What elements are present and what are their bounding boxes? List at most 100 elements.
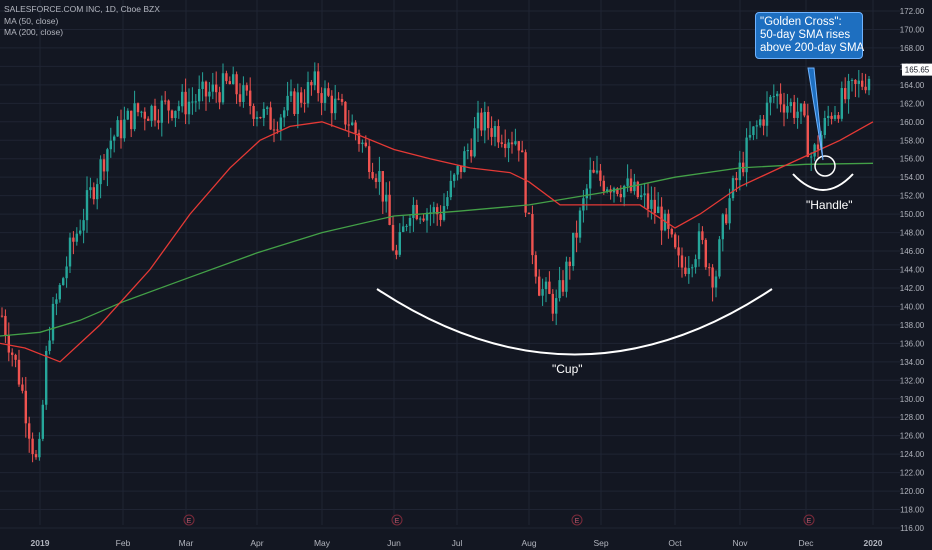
earnings-marker: [391, 514, 403, 526]
candle-body: [840, 88, 843, 119]
candle-body: [827, 115, 830, 119]
candle-body: [463, 151, 466, 173]
candle-body: [446, 197, 449, 207]
x-tick-label: 2019: [31, 538, 50, 548]
candle-body: [259, 117, 262, 119]
price-tick-label: 164.00: [900, 81, 925, 90]
candle-body: [833, 115, 837, 119]
candle-body: [198, 89, 201, 102]
golden-cross-circle: [814, 155, 836, 177]
price-tick-label: 146.00: [900, 247, 925, 256]
earnings-marker: [803, 514, 815, 526]
candle-body: [487, 112, 490, 129]
candle-body: [735, 178, 738, 181]
price-tick-label: 170.00: [900, 25, 925, 34]
candle-body: [765, 102, 769, 126]
price-tick-label: 140.00: [900, 302, 925, 311]
candle-body: [62, 278, 65, 286]
candle-body: [680, 255, 684, 268]
price-tick-label: 152.00: [900, 192, 925, 201]
candle-body: [106, 149, 109, 172]
candle-body: [531, 213, 534, 256]
candle-body: [55, 299, 58, 304]
earnings-label: E: [807, 518, 812, 525]
candle-body: [167, 100, 170, 111]
handle-label: "Handle": [806, 198, 853, 212]
candle-body: [646, 193, 650, 209]
ma200-line: [0, 162, 874, 337]
candle-body: [623, 185, 626, 198]
candle-body: [72, 237, 75, 242]
candle-body: [415, 204, 418, 220]
handle-arc: [792, 173, 854, 191]
candle-body: [606, 189, 609, 192]
price-tick-label: 134.00: [900, 358, 925, 367]
candle-body: [521, 150, 524, 153]
ma50-legend: MA (50, close): [4, 16, 59, 26]
candle-body: [599, 170, 602, 181]
candle-body: [527, 212, 531, 214]
candle-body: [453, 174, 456, 181]
candle-body: [738, 162, 741, 181]
candle-body: [731, 178, 735, 199]
x-tick-label: Jul: [452, 538, 463, 548]
candle-body: [395, 250, 398, 255]
candle-body: [45, 350, 48, 405]
candle-body: [14, 354, 17, 360]
price-tick-label: 150.00: [900, 210, 925, 219]
candle-body: [772, 96, 775, 98]
candle-body: [334, 98, 337, 114]
candle-body: [296, 92, 299, 114]
candle-body: [17, 359, 21, 385]
candle-body: [242, 85, 245, 102]
candle-body: [38, 438, 41, 458]
ma50-line: [0, 121, 874, 363]
candle-body: [147, 118, 150, 121]
candle-body: [572, 232, 575, 267]
candle-body: [470, 150, 473, 157]
candle-body: [283, 110, 286, 118]
candle-body: [58, 285, 61, 300]
candle-body: [225, 73, 228, 82]
candle-body: [113, 136, 116, 141]
price-tick-label: 144.00: [900, 266, 925, 275]
candle-body: [439, 214, 442, 220]
candle-body: [473, 128, 476, 157]
candle-body: [194, 101, 197, 103]
price-tick-label: 118.00: [900, 506, 924, 515]
candle-body: [157, 120, 160, 123]
candle-body: [228, 81, 231, 85]
candle-body: [96, 184, 99, 200]
candle-body: [136, 103, 140, 113]
candle-body: [368, 146, 371, 173]
candle-body: [364, 142, 367, 147]
candle-body: [674, 234, 677, 248]
candle-body: [317, 71, 320, 94]
x-tick-label: May: [314, 538, 331, 548]
candle-body: [813, 144, 816, 157]
candle-body: [687, 268, 690, 274]
candle-body: [432, 207, 435, 213]
candle-body: [221, 73, 225, 103]
candle-body: [442, 206, 446, 220]
candle-body: [191, 101, 194, 103]
candle-body: [187, 101, 191, 115]
candle-body: [116, 120, 119, 137]
candle-body: [670, 228, 673, 235]
candle-body: [592, 169, 595, 173]
candle-body: [408, 217, 412, 226]
price-tick-label: 148.00: [900, 229, 925, 238]
price-tick-label: 128.00: [900, 413, 925, 422]
candle-body: [504, 143, 507, 149]
callout-line: 50-day SMA rises: [760, 29, 851, 41]
candle-body: [721, 214, 724, 240]
candle-body: [653, 199, 656, 214]
candle-body: [861, 80, 864, 87]
candle-body: [636, 181, 639, 198]
candle-body: [517, 141, 520, 151]
candle-body: [684, 267, 687, 274]
candle-body: [589, 169, 592, 189]
candle-body: [48, 340, 51, 351]
candle-body: [847, 80, 850, 100]
